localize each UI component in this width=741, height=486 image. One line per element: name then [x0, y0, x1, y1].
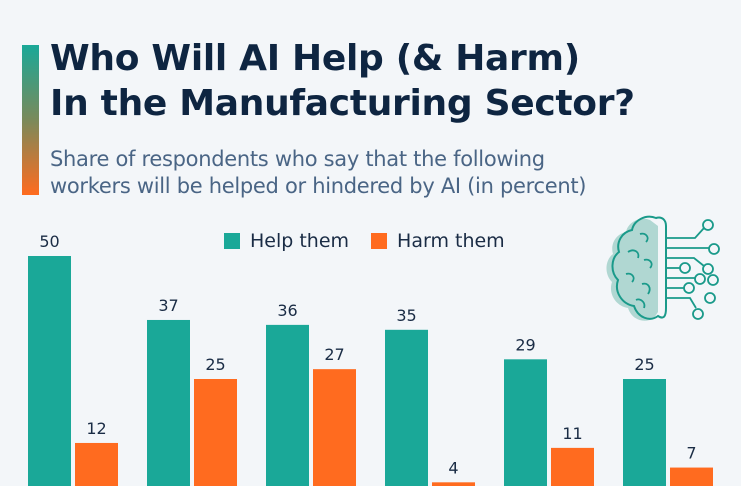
legend-swatch-help — [224, 233, 240, 249]
bar-help-6 — [623, 379, 666, 486]
chart-title: Who Will AI Help (& Harm) In the Manufac… — [50, 36, 635, 126]
bar-harm-5 — [551, 447, 594, 486]
ai-brain-icon — [606, 215, 720, 321]
legend-label-harm: Harm them — [397, 230, 505, 252]
data-label-harm-1: 12 — [86, 419, 106, 438]
title-accent-bar — [22, 45, 39, 195]
data-label-harm-5: 11 — [562, 424, 582, 443]
data-label-harm-2: 25 — [205, 355, 225, 374]
data-label-harm-3: 27 — [324, 345, 344, 364]
data-label-help-3: 36 — [277, 301, 297, 320]
title-line-2: In the Manufacturing Sector? — [50, 83, 635, 124]
bar-harm-2 — [194, 379, 237, 486]
bar-help-5 — [504, 359, 547, 486]
bar-help-1 — [28, 256, 71, 486]
data-label-help-6: 25 — [634, 355, 654, 374]
legend-item-harm: Harm them — [371, 230, 505, 252]
data-label-help-1: 50 — [39, 232, 59, 251]
bar-help-4 — [385, 329, 428, 486]
title-line-1: Who Will AI Help (& Harm) — [50, 38, 580, 79]
data-label-help-5: 29 — [515, 335, 535, 354]
bar-harm-4 — [432, 482, 475, 486]
data-label-help-4: 35 — [396, 306, 416, 325]
data-label-harm-4: 4 — [448, 458, 458, 477]
subtitle-line-2: workers will be helped or hindered by AI… — [50, 174, 587, 198]
bar-harm-3 — [313, 369, 356, 486]
legend-label-help: Help them — [250, 230, 350, 252]
data-label-help-2: 37 — [158, 296, 178, 315]
bar-harm-1 — [75, 442, 118, 486]
data-label-harm-6: 7 — [686, 444, 696, 463]
subtitle-line-1: Share of respondents who say that the fo… — [50, 147, 545, 171]
bar-help-2 — [147, 319, 190, 486]
chart-subtitle: Share of respondents who say that the fo… — [50, 146, 587, 200]
legend: Help them Harm them — [224, 230, 505, 252]
bar-help-3 — [266, 324, 309, 486]
legend-item-help: Help them — [224, 230, 349, 252]
bar-harm-6 — [670, 467, 713, 486]
legend-swatch-harm — [371, 233, 388, 249]
